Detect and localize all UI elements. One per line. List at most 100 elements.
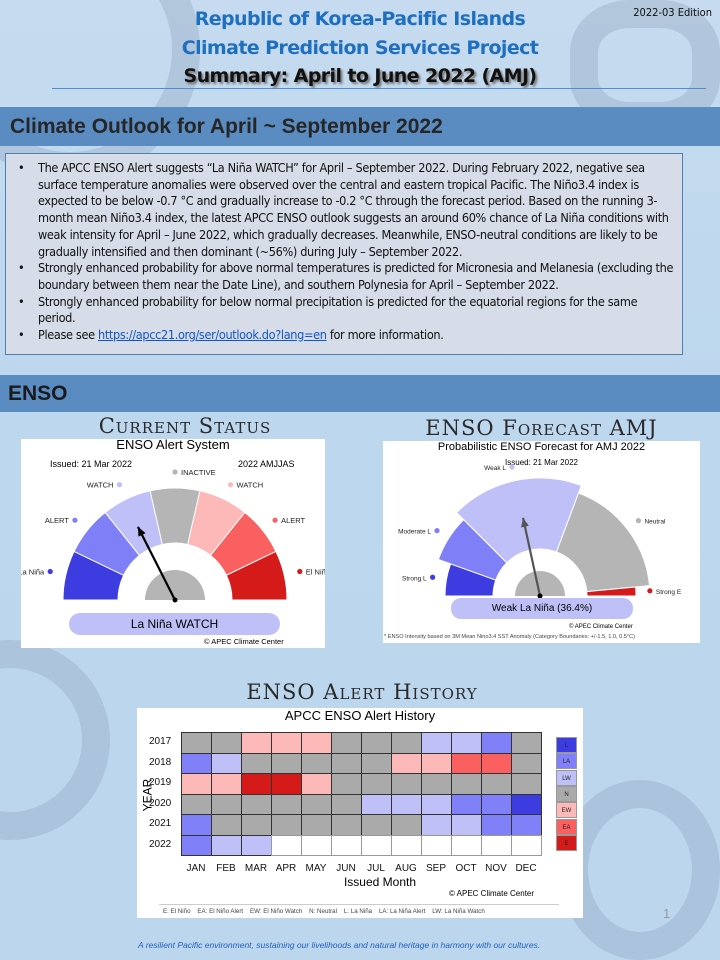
apcc-outlook-link[interactable]: https://apcc21.org/ser/outlook.do?lang=e… [97,327,327,343]
needle-arrowhead [137,526,146,537]
needle-pivot [172,597,178,603]
heatmap-cell-2017-jun [331,732,362,754]
gauge-hub [515,571,565,596]
heatmap-cell-2019-jun [331,773,362,795]
x-axis-label: Issued Month [343,875,417,889]
heatmap-cell-2017-nov [481,732,512,754]
gauge-segment-alert [209,511,277,576]
issued-date: Issued: 21 Mar 2022 [50,459,133,469]
credit: © APEC Climate Center [449,889,535,898]
heatmap-cell-2018-nov [481,752,512,774]
legend-swatch-n: N [556,785,577,802]
gauge-segment-alert [73,511,141,576]
gauge-needle [521,517,542,597]
legend-dot [434,528,440,534]
legend-dot [635,518,642,524]
heatmap-cell-2020-jul [361,793,392,815]
y-tick-label: 2019 [149,777,172,788]
heatmap-cell-2022-sep [421,834,452,856]
heatmap-cell-2022-dec [511,834,542,856]
alert-period: 2022 AMJJAS [238,459,295,469]
gauge-segment-la-niña [62,550,125,601]
legend-dot [47,568,53,575]
heatmap-cell-2020-may [301,793,332,815]
segment-label: WATCH [87,481,114,490]
heatmap-cell-2022-feb [211,834,242,856]
segment-label: Weak L [484,465,506,472]
gauge-segment-el-niño [225,550,288,601]
heatmap-cell-2021-nov [481,814,512,836]
credit: © APEC Climate Center [569,624,633,630]
gauge-segment-inactive [149,487,201,546]
heatmap-cell-2021-may [301,814,332,836]
heatmap-cell-2020-aug [391,793,422,815]
gauge-segment-strong-e [586,586,637,597]
heatmap-cell-2022-nov [481,834,512,856]
heatmap-cell-2018-apr [271,752,302,774]
heatmap-cell-2017-jul [361,732,392,754]
x-tick-label: FEB [216,863,236,874]
heatmap-cell-2018-oct [451,752,482,774]
heatmap-cell-2020-feb [211,793,242,815]
x-tick-label: OCT [455,863,477,874]
heatmap-cell-2018-aug [391,752,422,774]
heatmap-cell-2018-jun [331,752,362,774]
heatmap-cell-2022-may [301,834,332,856]
x-tick-label: MAY [305,863,327,874]
chart-title: Probabilistic ENSO Forecast for AMJ 2022 [437,441,646,453]
gauge-hub [145,570,205,600]
heatmap-cell-2022-oct [451,834,482,856]
x-tick-label: DEC [515,863,537,874]
legend-dot [272,517,278,523]
alert-history-chart: APCC ENSO Alert History YEAR Issued Mont… [137,708,583,918]
heatmap-cell-2018-jul [361,752,392,774]
heatmap-cell-2018-feb [211,752,242,774]
outlook-bullet: The APCC ENSO Alert suggests “La Niña WA… [16,160,674,260]
legend-dot [509,464,515,470]
heatmap-cell-2021-dec [511,814,542,836]
divider [159,904,559,905]
heatmap-cell-2020-nov [481,793,512,815]
heatmap-cell-2017-aug [391,732,422,754]
summary-title: Summary: April to June 2022 (AMJ) [183,65,537,87]
heatmap-cell-2020-jan [181,793,212,815]
heatmap-cell-2017-mar [241,732,272,754]
heatmap-cell-2022-jan [181,834,212,856]
heatmap-cell-2021-jul [361,814,392,836]
needle-arrowhead [521,517,529,528]
heatmap-cell-2017-may [301,732,332,754]
heatmap-cell-2018-mar [241,752,272,774]
heatmap-cell-2021-aug [391,814,422,836]
heatmap-cell-2022-jun [331,834,362,856]
outlook-textbox: The APCC ENSO Alert suggests “La Niña WA… [5,153,683,355]
gauge-segment-watch [104,490,163,557]
segment-label: ALERT [45,516,69,525]
y-tick-label: 2018 [149,756,172,768]
title-divider [52,88,706,89]
chart-title: ENSO Alert System [116,437,230,452]
heatmap-cell-2019-sep [421,773,452,795]
legend-swatch-la: LA [556,753,577,770]
gauge-segment-moderate-l [437,518,508,581]
heatmap-cell-2020-apr [271,793,302,815]
segment-label: Neutral [644,519,666,526]
heatmap-cell-2020-sep [421,793,452,815]
enso-forecast-chart: Probabilistic ENSO Forecast for AMJ 2022… [383,441,700,643]
outlook-bullet: Strongly enhanced probability for below … [16,294,674,327]
legend-swatch-ew: EW [556,802,577,819]
gauge-segment-strong-l [444,563,497,597]
heatmap-cell-2017-sep [421,732,452,754]
needle-pivot [537,593,543,599]
segment-label: WATCH [237,481,264,490]
x-tick-label: NOV [485,863,507,874]
gauge-needle [136,526,176,601]
y-tick-label: 2020 [149,797,172,809]
edition-label: 2022-03 Edition [633,6,712,19]
legend-dot [430,574,436,580]
x-tick-label: JAN [186,863,206,874]
chart-title: APCC ENSO Alert History [284,708,436,723]
segment-label: La Niña [21,568,45,577]
enso-banner: ENSO [0,375,720,412]
heatmap-cell-2018-sep [421,752,452,774]
footer-motto: A resilient Pacific environment, sustain… [138,940,541,950]
